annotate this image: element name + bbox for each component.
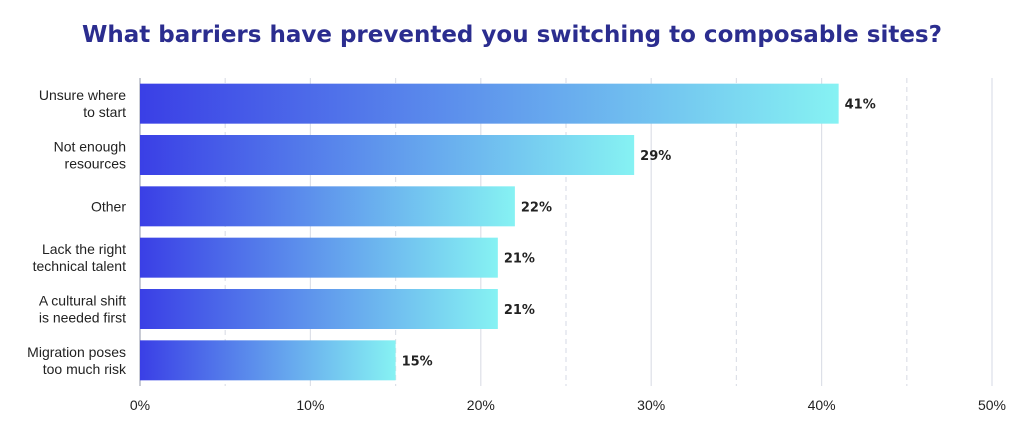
bar (140, 135, 635, 175)
value-label: 29% (640, 149, 671, 164)
category-label-line: to start (83, 104, 126, 120)
x-axis-ticks: 0% 10% 20% 30% 40% 50% (130, 397, 1006, 413)
value-label: 22% (521, 200, 552, 215)
x-tick-label: 30% (637, 397, 665, 413)
category-label-line: Migration poses (27, 344, 126, 360)
bar (140, 340, 396, 381)
category-label-line: is needed first (39, 310, 126, 326)
bars (140, 83, 839, 381)
category-label-line: Not enough (54, 139, 126, 155)
value-labels: 41% 29% 22% 21% 21% 15% (402, 98, 876, 370)
value-label: 21% (504, 252, 535, 267)
x-tick-label: 0% (130, 397, 150, 413)
value-label: 21% (504, 303, 535, 318)
category-label: Other (91, 198, 126, 214)
category-label: A cultural shift is needed first (39, 293, 126, 326)
category-label-line: technical talent (33, 258, 127, 274)
value-label: 41% (845, 98, 876, 113)
category-label: Unsure where to start (39, 87, 126, 120)
x-tick-label: 50% (978, 397, 1006, 413)
category-label-line: A cultural shift (39, 293, 126, 309)
category-label-line: too much risk (43, 361, 127, 377)
category-label-line: Other (91, 198, 126, 214)
category-label-line: Unsure where (39, 87, 126, 103)
category-labels: Unsure where to start Not enough resources O… (27, 87, 127, 377)
bar (140, 186, 515, 227)
category-label: Migration poses too much risk (27, 344, 127, 377)
category-label: Lack the right technical talent (33, 241, 127, 274)
bar (140, 237, 498, 278)
x-tick-label: 20% (467, 397, 495, 413)
x-tick-label: 40% (808, 397, 836, 413)
chart-title: What barriers have prevented you switchi… (82, 22, 942, 48)
value-label: 15% (402, 354, 433, 369)
gridlines (139, 78, 993, 386)
category-label: Not enough resources (54, 139, 126, 172)
category-label-line: resources (65, 156, 126, 172)
bar (140, 83, 839, 124)
bar (140, 289, 498, 329)
x-tick-label: 10% (296, 397, 324, 413)
category-label-line: Lack the right (42, 241, 126, 257)
